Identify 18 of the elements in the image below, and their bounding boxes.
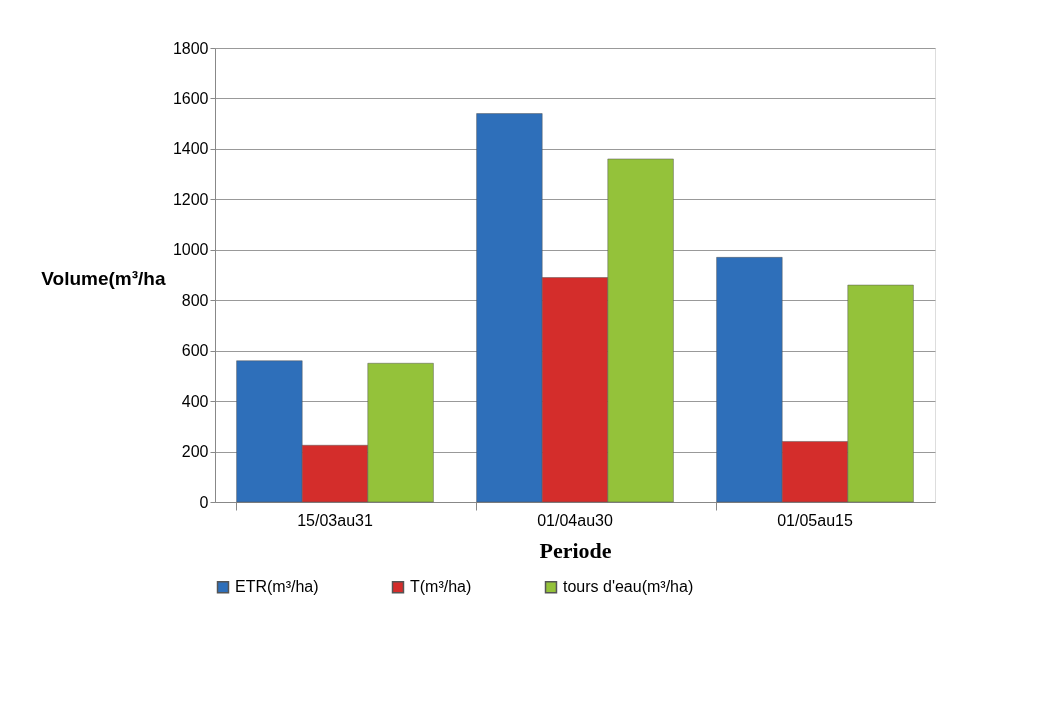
legend-label: tours d'eau(m³/ha) [563, 578, 694, 596]
y-tick-label: 0 [199, 493, 209, 511]
x-tick-label: 01/04au30 [537, 511, 613, 529]
y-tick-label: 600 [181, 342, 209, 360]
y-tick-label: 1000 [172, 241, 209, 259]
y-tick-label: 1600 [172, 89, 209, 107]
x-axis-title: Periode [539, 537, 612, 563]
y-axis-title: Volume(m³/ha [41, 267, 166, 289]
y-tick-label: 1400 [172, 140, 209, 158]
legend-label: T(m³/ha) [410, 578, 472, 596]
y-tick-label: 400 [181, 392, 209, 410]
y-tick-label: 200 [181, 443, 209, 461]
x-tick-label: 01/05au15 [777, 511, 853, 529]
legend-label: ETR(m³/ha) [235, 578, 319, 596]
y-tick-label: 800 [181, 291, 209, 309]
y-tick-label: 1200 [172, 190, 209, 208]
x-tick-label: 15/03au31 [297, 511, 373, 529]
y-tick-label: 1800 [172, 39, 209, 57]
